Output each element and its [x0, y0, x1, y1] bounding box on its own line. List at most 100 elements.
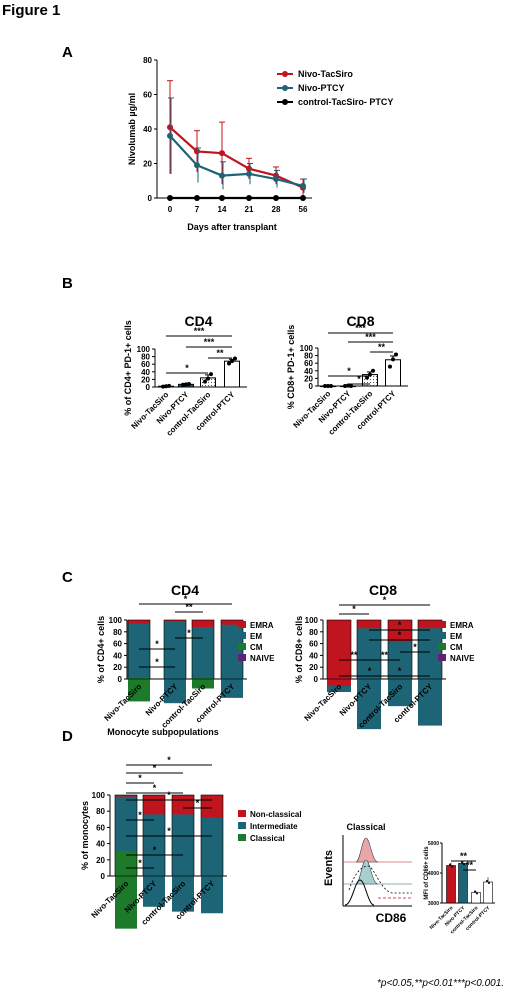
panel-a-x-axis-label: Days after transplant [187, 222, 277, 232]
panel-c-cd4-bar-outline [191, 619, 215, 680]
panel-c-cd4-significance: * [155, 657, 159, 667]
panel-b-cd8-significance: * [357, 374, 361, 384]
panel-b-cd8-title: CD8 [346, 313, 374, 329]
panel-c-cd4-significance: * [155, 639, 159, 649]
panel-b-cd8-data-point [326, 384, 330, 388]
panel-a-legend-marker [282, 85, 288, 91]
panel-c-cd4-y-tick-label: 40 [113, 651, 122, 660]
panel-c-cd8-bar-segment [357, 620, 381, 629]
panel-d-mono-y-tick-label: 80 [96, 807, 105, 816]
panel-b-cd4-significance: * [185, 363, 189, 373]
panel-d-mfi-data-point [461, 861, 463, 864]
panel-c-cd4-legend-swatch [238, 621, 246, 628]
panel-c-cd8-significance: ** [350, 650, 358, 660]
panel-a-data-point [167, 124, 173, 131]
panel-b-cd4-data-point [206, 376, 210, 381]
panel-c-cd4-y-tick-label: 20 [113, 663, 122, 672]
panel-b-cd8-bar [385, 359, 401, 387]
panel-b-cd4-y-tick-label: 100 [137, 345, 151, 354]
panel-a-series-line [169, 126, 304, 189]
panel-d-mono-legend-swatch [238, 834, 246, 841]
panel-b-cd8-data-point [343, 384, 347, 388]
panel-d-mono-significance: * [167, 790, 171, 800]
panel-d-mono-significance: * [167, 755, 171, 765]
panel-a-x-tick-label: 21 [245, 205, 254, 214]
panel-d-histogram-dotted-curve [348, 865, 412, 894]
panel-c-cd8-y-tick-label: 60 [309, 640, 318, 649]
panel-a-y-tick-label: 80 [143, 56, 152, 65]
panel-c-cd8-legend-swatch [438, 632, 446, 639]
panel-d-mono-y-tick-label: 20 [96, 856, 105, 865]
panel-c-cd4-bar-segment [192, 623, 214, 678]
panel-a-data-point [219, 195, 225, 201]
panel-b-cd4-significance: ** [216, 348, 224, 358]
panel-d-mono-significance: * [138, 810, 142, 820]
panel-c-cd4-y-tick-label: 100 [109, 616, 123, 625]
panel-b-cd8-y-tick-label: 100 [300, 344, 314, 353]
panel-d-mfi-bar [471, 892, 481, 904]
panel-d-mfi-data-point [449, 863, 451, 866]
panel-c-cd8-significance: * [368, 666, 372, 676]
panel-c-cd8-legend-label: EMRA [450, 621, 474, 630]
panel-a-data-point [300, 182, 306, 189]
panel-c-cd8-legend-swatch [438, 621, 446, 628]
panel-d-histogram-control-curve [344, 879, 375, 906]
panel-a-data-point [219, 172, 225, 179]
panel-b-cd8-data-point [388, 364, 392, 369]
panel-d-mono-significance: * [138, 773, 142, 783]
panel-c-cd4-legend-label: EM [250, 632, 262, 641]
panel-a-x-tick-label: 28 [272, 205, 281, 214]
panel-a-x-tick-label: 7 [195, 205, 200, 214]
panel-d-mfi-data-point [474, 890, 476, 893]
panel-b-cd4-significance: *** [194, 326, 205, 336]
panel-c-cd8-significance: * [398, 666, 402, 676]
panel-c-cd4-significance: * [184, 594, 188, 604]
panel-a-y-tick-label: 60 [143, 91, 152, 100]
panel-c-letter: C [62, 569, 73, 586]
panel-c-cd4-bar-segment [221, 620, 243, 625]
panel-d-mono-legend-label: Intermediate [250, 822, 298, 831]
panel-c-cd4-legend-swatch [238, 654, 246, 661]
panel-d-mfi-data-point [486, 880, 488, 882]
panel-d-mono-bar-segment [143, 804, 165, 907]
panel-a-legend-label: control-TacSiro- PTCY [298, 97, 393, 107]
panel-c-cd4-category-label: Nivo-TacSiro [103, 682, 144, 723]
panel-b-cd4-data-point [184, 382, 188, 387]
panel-b-cd4-data-point [167, 383, 171, 388]
panel-c-cd4-bar-segment [164, 620, 186, 622]
panel-a-data-point [246, 165, 252, 172]
panel-c-cd8-legend-label: EM [450, 632, 462, 641]
panel-d-mono-significance: * [167, 826, 171, 836]
panel-b-cd4-data-point [233, 356, 237, 361]
panel-d-mfi-y-tick-label: 3000 [428, 901, 439, 907]
panel-c-cd8-bar-segment [388, 620, 412, 642]
panel-b-cd4-data-point [203, 379, 207, 384]
panel-b-cd4-data-point [209, 372, 213, 377]
panel-c-cd8-y-tick-label: 80 [309, 628, 318, 637]
panel-c-cd8-legend-label: NAIVE [450, 654, 475, 663]
panel-c-cd4-y-axis-label: % of CD4+ cells [96, 616, 106, 683]
panel-c-cd8-y-axis-label: % of CD8+ cells [294, 616, 304, 683]
panel-b-cd8-significance: * [347, 366, 351, 376]
panel-c-cd8-bar-segment [388, 630, 412, 707]
panel-a-legend-marker [282, 99, 288, 105]
panel-a-y-tick-label: 0 [148, 194, 153, 203]
panel-b-cd4-data-point [181, 382, 185, 387]
panel-b-cd8-data-point [349, 384, 353, 388]
panel-b-cd8-y-tick-label: 0 [309, 382, 314, 391]
panel-d-mono-significance: * [153, 845, 157, 855]
panel-c-cd8-legend-swatch [438, 654, 446, 661]
panel-d-histogram-y-label: Events [323, 850, 335, 886]
panel-b-cd4-y-tick-label: 80 [141, 353, 150, 362]
panel-b-cd4-y-tick-label: 40 [141, 368, 150, 377]
panel-d-mono-y-tick-label: 60 [96, 823, 105, 832]
panel-d-mono-y-tick-label: 40 [96, 840, 105, 849]
panel-a-letter: A [62, 44, 73, 61]
panel-c-cd8-bar-segment [418, 620, 442, 629]
panel-c-cd4-legend-label: NAIVE [250, 654, 275, 663]
panel-a-y-tick-label: 40 [143, 125, 152, 134]
panel-a-y-axis-label: Nivolumab µg/ml [127, 93, 137, 165]
panel-d-mono-legend-label: Non-classical [250, 810, 302, 819]
panel-d-mfi-significance: ** [466, 860, 474, 870]
